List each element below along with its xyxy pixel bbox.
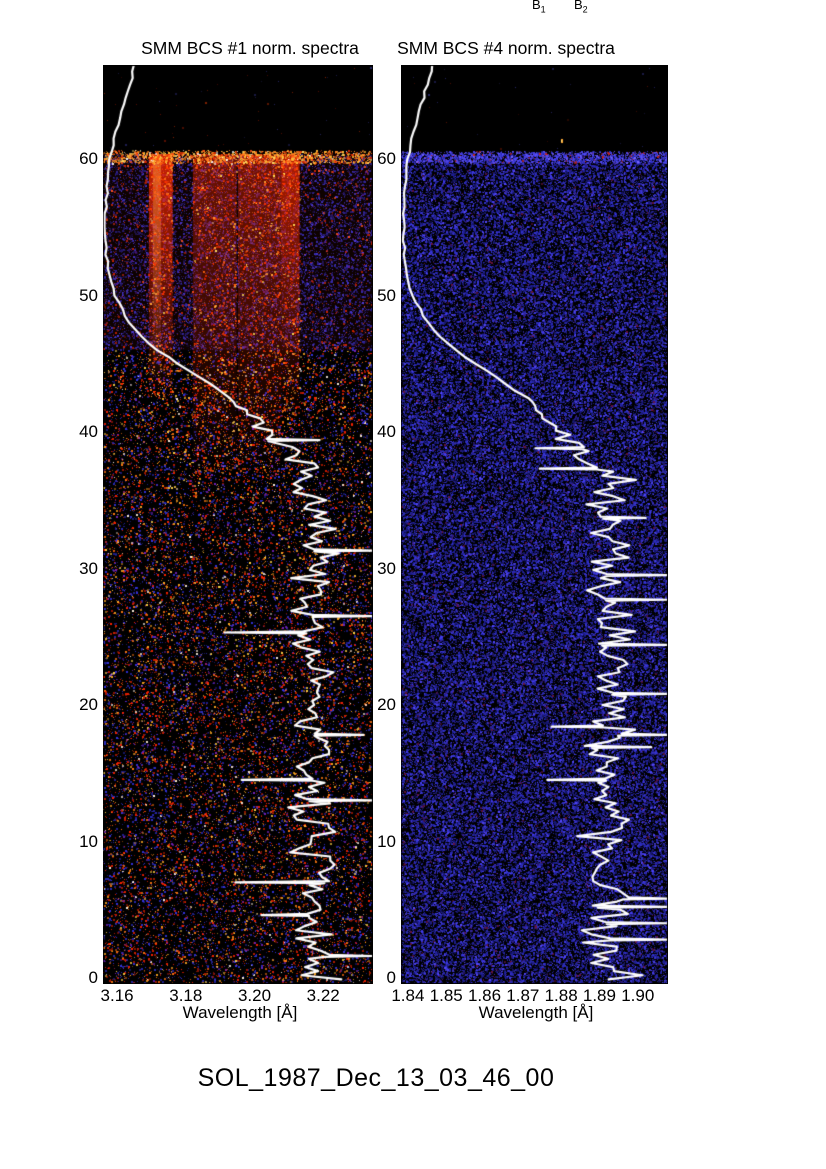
y-tick-label: 60	[377, 149, 396, 169]
y-tick-label: 60	[79, 149, 98, 169]
y-tick-label: 30	[377, 558, 396, 578]
y-tick-label: 50	[79, 285, 98, 305]
x-tick-label: 1.87	[506, 986, 540, 1005]
x-tick-label: 3.16	[100, 986, 134, 1005]
panel2-spectrogram-canvas	[401, 65, 668, 984]
panel1-x-axis-label: Wavelength [Å]	[182, 1003, 298, 1022]
panel1-spectrogram-canvas	[103, 65, 373, 984]
y-tick-label: 50	[377, 285, 396, 305]
panel2-title: SMM BCS #4 norm. spectra	[397, 38, 615, 58]
annotation-b2: B2	[574, 0, 588, 15]
x-tick-label: 1.89	[582, 986, 616, 1005]
x-tick-label: 1.85	[429, 986, 463, 1005]
panel1-title: SMM BCS #1 norm. spectra	[141, 38, 359, 58]
x-tick-label: 1.88	[544, 986, 578, 1005]
annotation-b1-base: B	[532, 0, 541, 12]
x-tick-label: 3.20	[237, 986, 272, 1005]
annotation-b1-subscript: 1	[540, 4, 546, 15]
figure-caption: SOL_1987_Dec_13_03_46_00	[197, 1064, 555, 1092]
x-tick-label: 3.18	[169, 986, 203, 1005]
annotation-b2-base: B	[574, 0, 583, 12]
x-tick-label: 1.86	[467, 986, 502, 1005]
annotation-b1: B1	[532, 0, 546, 15]
y-tick-label: 20	[79, 695, 98, 714]
annotation-b2-subscript: 2	[582, 4, 588, 15]
y-tick-label: 40	[79, 422, 98, 442]
x-tick-label: 1.90	[621, 986, 655, 1005]
panel2-x-axis-label: Wavelength [Å]	[478, 1003, 594, 1022]
y-tick-label: 30	[79, 558, 98, 578]
y-tick-label: 10	[377, 831, 396, 851]
y-tick-label: 10	[79, 831, 98, 851]
x-tick-label: 1.84	[391, 986, 425, 1005]
y-tick-label: 0	[88, 967, 98, 987]
x-tick-label: 3.22	[306, 986, 340, 1005]
y-tick-label: 40	[377, 422, 396, 442]
y-tick-label: 0	[386, 967, 396, 987]
y-tick-label: 20	[377, 695, 396, 714]
